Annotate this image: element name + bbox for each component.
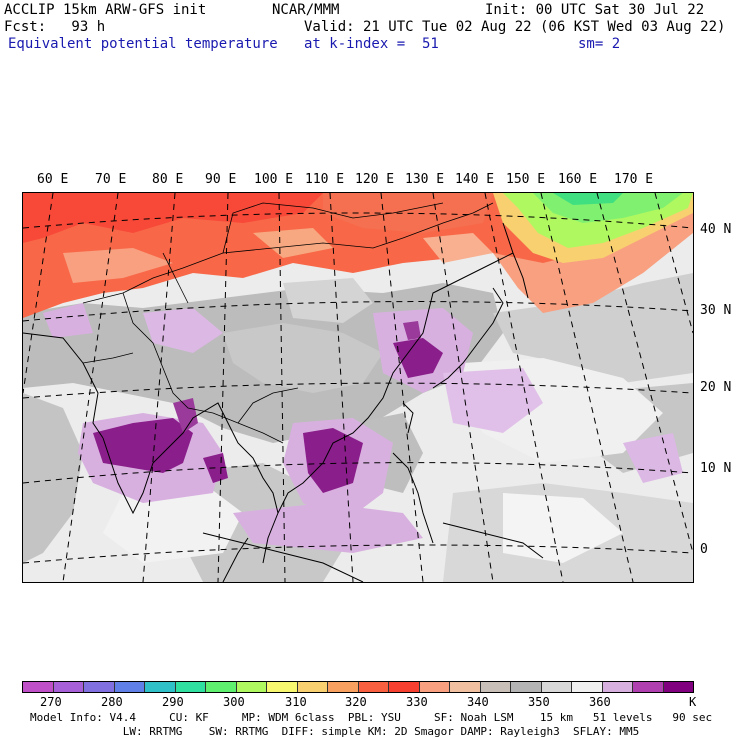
lon-label: 160 E — [558, 172, 598, 187]
valid-time: Valid: 21 UTC Tue 02 Aug 22 (06 KST Wed … — [304, 19, 726, 35]
colorbar-swatch — [206, 682, 237, 692]
colorbar-swatch — [480, 682, 511, 692]
colorbar-label: 300 — [223, 695, 245, 709]
colorbar-swatch — [633, 682, 664, 692]
colorbar-label: 350 — [528, 695, 550, 709]
lon-label: 60 E — [37, 172, 69, 187]
level-label: at k-index = 51 — [304, 36, 439, 52]
colorbar-swatch — [145, 682, 176, 692]
lon-label: 110 E — [305, 172, 345, 187]
lon-label: 80 E — [152, 172, 184, 187]
colorbar-swatch — [114, 682, 145, 692]
map-canvas — [23, 193, 693, 582]
model-info-line1: Model Info: V4.4 CU: KF MP: WDM 6class P… — [30, 711, 713, 724]
dark-purple-theta-regions — [93, 321, 443, 493]
country-borders — [82, 202, 494, 444]
lat-label: 40 N — [700, 222, 732, 237]
colorbar-swatch — [419, 682, 450, 692]
colorbar-label: 320 — [345, 695, 367, 709]
colorbar-swatch — [389, 682, 420, 692]
lat-label: 0 — [700, 542, 708, 557]
colorbar-swatch — [602, 682, 633, 692]
colorbar-label: 290 — [162, 695, 184, 709]
colorbar-label: 270 — [40, 695, 62, 709]
lon-label: 70 E — [95, 172, 127, 187]
lon-label: 150 E — [506, 172, 546, 187]
colorbar-swatch — [23, 682, 54, 692]
colorbar-label: 330 — [406, 695, 428, 709]
model-title: ACCLIP 15km ARW-GFS init — [4, 2, 207, 18]
colorbar-label: 310 — [285, 695, 307, 709]
colorbar-swatch — [84, 682, 115, 692]
colorbar-swatch — [297, 682, 328, 692]
lon-label: 100 E — [254, 172, 294, 187]
colorbar-swatch — [663, 682, 693, 692]
colorbar-swatch — [450, 682, 481, 692]
smoothing-label: sm= 2 — [578, 36, 621, 52]
init-time: Init: 00 UTC Sat 30 Jul 22 — [485, 2, 705, 18]
model-info-line2: LW: RRTMG SW: RRTMG DIFF: simple KM: 2D … — [30, 725, 640, 738]
lat-label: 10 N — [700, 461, 732, 476]
coastlines — [23, 222, 544, 582]
lon-label: 120 E — [355, 172, 395, 187]
field-name: Equivalent potential temperature — [8, 36, 278, 52]
lon-label: 130 E — [405, 172, 445, 187]
colorbar-label: 340 — [467, 695, 489, 709]
lon-label: 90 E — [205, 172, 237, 187]
lon-label: 170 E — [614, 172, 654, 187]
colorbar-label: 360 — [589, 695, 611, 709]
theta-e-map — [22, 192, 694, 583]
colorbar-swatch — [175, 682, 206, 692]
colorbar-swatch — [511, 682, 542, 692]
lat-label: 20 N — [700, 380, 732, 395]
colorbar-swatch — [541, 682, 572, 692]
forecast-hour: Fcst: 93 h — [4, 19, 106, 35]
colorbar-swatch — [358, 682, 389, 692]
lon-label: 140 E — [455, 172, 495, 187]
colorbar-swatch — [267, 682, 298, 692]
lat-label: 30 N — [700, 303, 732, 318]
colorbar-swatch — [328, 682, 359, 692]
colorbar — [22, 681, 694, 693]
colorbar-swatch — [236, 682, 267, 692]
lat-lon-grid — [23, 193, 693, 582]
colorbar-label: 280 — [101, 695, 123, 709]
colorbar-unit: K — [689, 695, 697, 709]
colorbar-swatch — [53, 682, 84, 692]
colorbar-swatch — [572, 682, 603, 692]
organization-label: NCAR/MMM — [272, 2, 340, 18]
